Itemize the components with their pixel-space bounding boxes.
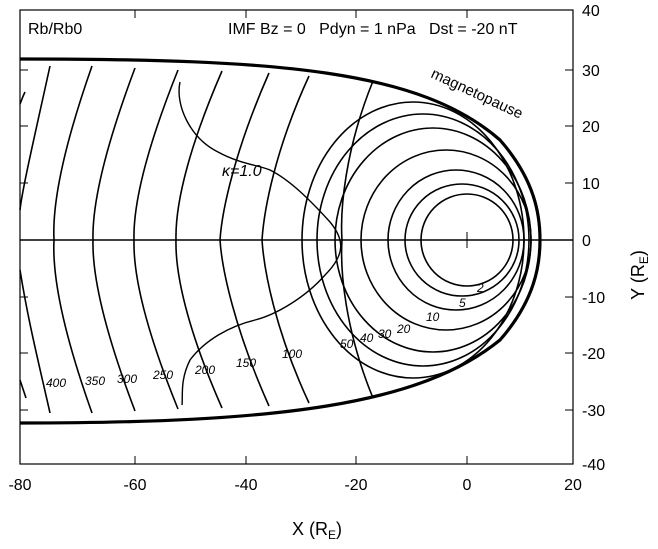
y-tick-label: -20 — [582, 346, 605, 363]
contour-label-40: 40 — [360, 331, 374, 345]
magnetopause-label: magnetopause — [428, 65, 525, 122]
ratio-label: Rb/Rb0 — [28, 21, 82, 38]
magnetopause-boundary — [19, 57, 542, 425]
y-tick-label: 30 — [582, 63, 600, 80]
contour-label-2: 2 — [476, 281, 484, 295]
x-tick-label: -60 — [123, 477, 146, 494]
x-tick-label: 20 — [564, 477, 582, 494]
contour-label-30: 30 — [378, 327, 392, 341]
contour-label-5: 5 — [459, 296, 466, 310]
y-tick-label: 20 — [582, 119, 600, 136]
x-tick-label: -20 — [344, 477, 367, 494]
x-ticks — [134, 10, 468, 464]
contour-label-10: 10 — [426, 310, 440, 324]
y-tick-labels: 40 30 20 10 0 -10 -20 -30 -40 — [582, 3, 605, 474]
contour-label-350: 350 — [85, 374, 105, 388]
contour-labels: 2 5 10 20 30 40 50 100 150 200 250 300 3… — [46, 281, 484, 390]
contour-label-250: 250 — [152, 368, 173, 382]
kappa-curve — [178, 81, 342, 406]
y-tick-label: -10 — [582, 290, 605, 307]
contour-label-100: 100 — [282, 347, 302, 361]
x-tick-label: 0 — [463, 477, 472, 494]
contour-label-200: 200 — [194, 363, 215, 377]
kappa-label: κ=1.0 — [222, 163, 262, 180]
x-tick-label: -40 — [234, 477, 257, 494]
contour-label-150: 150 — [236, 356, 256, 370]
conditions-label: IMF Bz = 0 Pdyn = 1 nPa Dst = -20 nT — [228, 21, 518, 38]
plot-frame — [19, 9, 574, 465]
y-tick-label: -40 — [582, 457, 605, 474]
y-axis-label: Y (RE) — [628, 250, 651, 300]
contour-label-300: 300 — [117, 372, 137, 386]
y-tick-label: 10 — [582, 176, 600, 193]
inner-contours — [301, 101, 532, 379]
contour-label-400: 400 — [46, 376, 66, 390]
y-tick-label: 40 — [582, 3, 600, 20]
contour-label-20: 20 — [396, 322, 411, 336]
y-tick-label: -30 — [582, 403, 605, 420]
x-tick-label: -80 — [8, 477, 31, 494]
x-axis-label: X (RE) — [292, 519, 342, 542]
tail-contours — [19, 65, 374, 414]
x-tick-labels: -80 -60 -40 -20 0 20 — [8, 477, 582, 494]
contour-label-50: 50 — [340, 337, 354, 351]
y-tick-label: 0 — [582, 233, 591, 250]
